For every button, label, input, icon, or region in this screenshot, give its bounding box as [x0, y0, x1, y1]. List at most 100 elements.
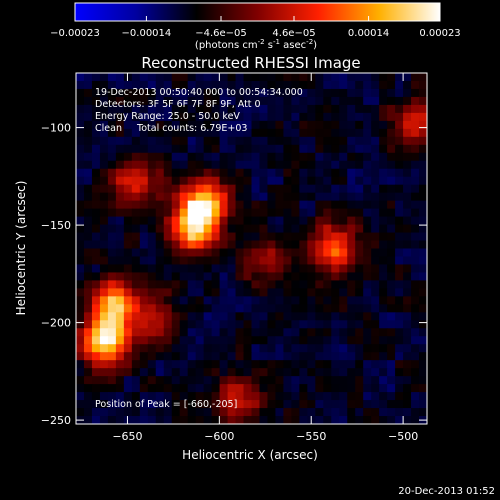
heatmap-cell — [179, 312, 189, 321]
heatmap-cell — [203, 176, 213, 186]
heatmap-cell — [291, 248, 300, 258]
heatmap-cell — [267, 160, 277, 170]
heatmap-cell — [387, 152, 396, 162]
heatmap-cell — [171, 416, 181, 424]
heatmap-cell — [419, 104, 427, 114]
colorbar-tick-label: 0.00014 — [348, 28, 389, 39]
heatmap-cell — [355, 344, 364, 353]
heatmap-cell — [339, 280, 348, 289]
heatmap-cell — [139, 272, 149, 282]
heatmap-cell — [163, 120, 173, 130]
heatmap-cell — [315, 416, 324, 424]
heatmap-cell — [267, 152, 277, 162]
heatmap-cell — [91, 232, 101, 242]
heatmap-cell — [323, 192, 332, 202]
heatmap-cell — [243, 208, 253, 218]
heatmap-cell — [323, 256, 332, 266]
heatmap-cell — [379, 408, 388, 417]
heatmap-cell — [323, 336, 332, 345]
heatmap-cell — [419, 336, 427, 345]
heatmap-cell — [243, 232, 253, 242]
y-axis-label: Heliocentric Y (arcsec) — [14, 181, 28, 316]
heatmap-cell — [299, 168, 308, 178]
heatmap-cell — [163, 280, 173, 289]
heatmap-cell — [147, 208, 157, 218]
heatmap-cell — [155, 304, 165, 313]
heatmap-cell — [291, 256, 300, 266]
heatmap-cell — [123, 264, 133, 274]
heatmap-cell — [251, 304, 261, 313]
heatmap-cell — [371, 224, 380, 234]
heatmap-cell — [227, 96, 237, 106]
heatmap-cell — [403, 280, 412, 289]
heatmap-cell — [379, 216, 388, 226]
heatmap-cell — [123, 104, 133, 114]
heatmap-cell — [91, 384, 101, 393]
heatmap-cell — [195, 88, 205, 98]
heatmap-cell — [275, 240, 285, 250]
heatmap-cell — [171, 344, 181, 353]
heatmap-cell — [347, 120, 356, 130]
heatmap-cell — [123, 168, 133, 178]
heatmap-cell — [331, 328, 340, 337]
heatmap-cell — [355, 200, 364, 210]
heatmap-cell — [259, 312, 269, 321]
heatmap-cell — [267, 104, 277, 114]
heatmap-cell — [259, 392, 269, 401]
heatmap-cell — [187, 384, 197, 393]
heatmap-cell — [331, 408, 340, 417]
heatmap-cell — [99, 232, 109, 242]
heatmap-cell — [243, 408, 253, 417]
heatmap-cell — [123, 152, 133, 162]
heatmap-cell — [259, 112, 269, 122]
heatmap-cell — [363, 400, 372, 409]
heatmap-cell — [419, 392, 427, 401]
heatmap-cell — [131, 352, 141, 361]
heatmap-cell — [99, 120, 109, 130]
heatmap-cell — [355, 312, 364, 321]
heatmap-cell — [171, 152, 181, 162]
heatmap-cell — [107, 272, 117, 282]
heatmap-cell — [99, 392, 109, 401]
heatmap-cell — [259, 264, 269, 274]
heatmap-cell — [139, 360, 149, 369]
heatmap-cell — [99, 152, 109, 162]
heatmap-cell — [315, 160, 324, 170]
heatmap-cell — [363, 416, 372, 424]
heatmap-cell — [235, 416, 245, 424]
heatmap-cell — [395, 384, 404, 393]
heatmap-cell — [76, 320, 85, 329]
heatmap-cell — [76, 232, 85, 242]
heatmap-cell — [131, 208, 141, 218]
heatmap-cell — [179, 280, 189, 289]
heatmap-cell — [363, 192, 372, 202]
heatmap-cell — [267, 176, 277, 186]
heatmap-cell — [251, 192, 261, 202]
heatmap-cell — [219, 312, 229, 321]
heatmap-cell — [259, 344, 269, 353]
heatmap-cell — [387, 280, 396, 289]
heatmap-cell — [267, 73, 277, 82]
heatmap-cell — [411, 88, 420, 98]
heatmap-cell — [179, 152, 189, 162]
heatmap-cell — [291, 208, 300, 218]
heatmap-cell — [99, 272, 109, 282]
heatmap-cell — [387, 104, 396, 114]
heatmap-cell — [331, 336, 340, 345]
heatmap-cell — [227, 73, 237, 82]
heatmap-cell — [171, 320, 181, 329]
heatmap-cell — [363, 368, 372, 377]
heatmap-cell — [115, 96, 125, 106]
heatmap-cell — [195, 144, 205, 154]
heatmap-cell — [371, 336, 380, 345]
heatmap-cell — [123, 400, 133, 409]
heatmap-cell — [235, 256, 245, 266]
heatmap-cell — [371, 408, 380, 417]
heatmap-cell — [187, 176, 197, 186]
heatmap-cell — [403, 248, 412, 258]
heatmap-cell — [131, 256, 141, 266]
heatmap-cell — [307, 280, 316, 289]
heatmap-cell — [379, 73, 388, 82]
heatmap-cell — [275, 264, 285, 274]
heatmap-cell — [91, 200, 101, 210]
